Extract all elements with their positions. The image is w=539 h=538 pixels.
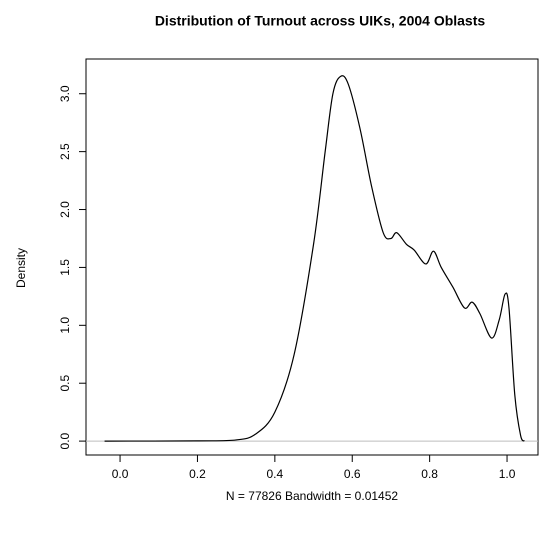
x-tick-label: 0.4 [267,467,284,481]
y-tick-label: 0.0 [58,432,72,449]
y-tick-label: 2.5 [58,143,72,160]
density-line [104,75,525,442]
y-tick-label: 3.0 [58,85,72,102]
x-tick-label: 0.8 [421,467,438,481]
y-axis-label: Density [14,248,28,288]
x-tick-label: 0.0 [112,467,129,481]
y-tick-label: 1.0 [58,317,72,334]
x-tick-label: 0.6 [344,467,361,481]
y-tick-label: 2.0 [58,201,72,218]
y-tick-label: 0.5 [58,375,72,392]
x-axis-label: N = 77826 Bandwidth = 0.01452 [226,489,398,503]
chart-title: Distribution of Turnout across UIKs, 200… [155,13,486,29]
y-tick-label: 1.5 [58,259,72,276]
plot-box [85,58,539,456]
x-tick-label: 0.2 [189,467,206,481]
x-tick-label: 1.0 [499,467,516,481]
